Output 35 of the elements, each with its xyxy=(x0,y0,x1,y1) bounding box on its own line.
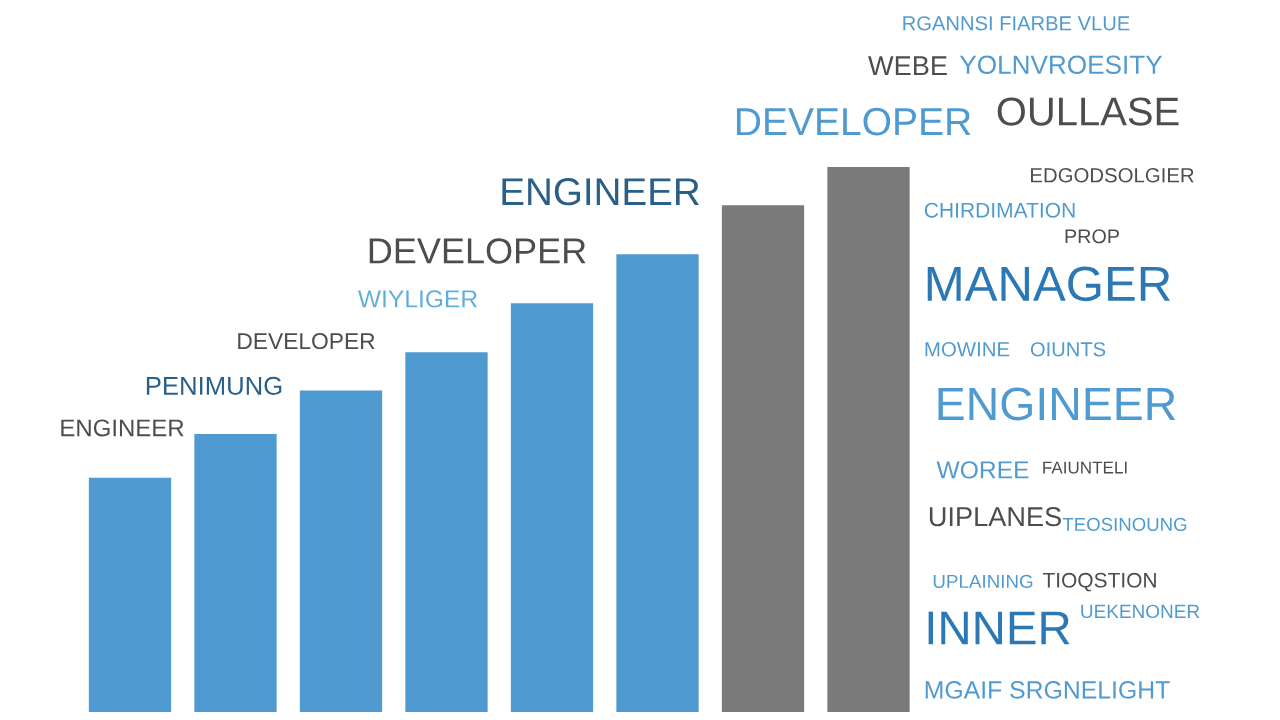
text: TIOQSTION xyxy=(1042,572,1156,592)
text: OIUNTS xyxy=(1030,342,1106,357)
text: WEBE xyxy=(868,56,947,76)
text: DEVELOPER xyxy=(736,107,971,136)
bar xyxy=(88,477,172,712)
text: PROP xyxy=(1065,229,1119,244)
text: ENGINEER xyxy=(938,387,1176,421)
text: WOREE xyxy=(936,461,1029,479)
annotation: PENIMUNG xyxy=(146,376,282,395)
text: INNER xyxy=(928,611,1070,645)
text: TEOSINOUNG xyxy=(1062,517,1187,531)
annotation: ENGINEER xyxy=(61,419,184,437)
text: UEKENONER xyxy=(1081,604,1200,619)
text: RGANNSI FIARBE VLUE xyxy=(903,16,1130,31)
annotation: WIYLIGER xyxy=(357,290,477,308)
bar xyxy=(405,352,488,712)
text: UIPLANES xyxy=(929,507,1061,527)
bar xyxy=(827,167,910,712)
annotation: DEVELOPER xyxy=(369,238,586,264)
annotation: ENGINEER xyxy=(502,178,699,206)
text: OULLASE xyxy=(997,97,1179,126)
text: MANAGER xyxy=(927,266,1170,302)
text: YOLNVROESITY xyxy=(959,55,1163,75)
text: FAIUNTELI xyxy=(1043,461,1127,474)
text: EDGODSOLGIER xyxy=(1031,168,1194,183)
bar xyxy=(721,205,805,712)
text: MGAIF SRGNELIGHT xyxy=(925,681,1170,699)
text: MOWINE xyxy=(925,342,1010,357)
bar xyxy=(194,434,277,712)
text: UPLAINING xyxy=(933,574,1033,589)
text: CHIRDIMATION xyxy=(924,202,1075,218)
bar xyxy=(510,303,594,712)
bar xyxy=(299,390,383,712)
annotation: DEVELOPER xyxy=(238,332,375,350)
bar xyxy=(616,254,699,712)
